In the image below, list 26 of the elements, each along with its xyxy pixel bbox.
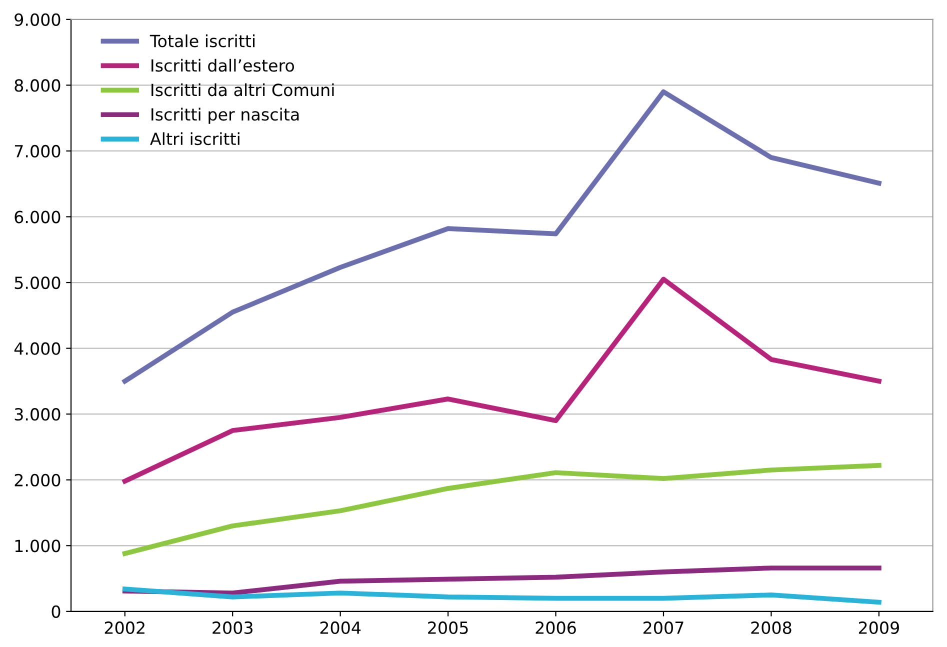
x-tick-label: 2008 — [751, 621, 792, 634]
y-tick-label: 9.000 — [14, 13, 60, 26]
x-tick-label: 2002 — [104, 621, 144, 634]
y-tick-label: 2.000 — [14, 474, 60, 486]
y-tick-label: 3.000 — [14, 408, 60, 421]
legend-label: Altri iscritti — [150, 132, 240, 146]
y-tick-label: 6.000 — [14, 210, 60, 224]
y-tick-label: 5.000 — [14, 276, 60, 290]
y-tick-label: 4.000 — [14, 342, 60, 355]
y-tick-label: 8.000 — [14, 79, 60, 92]
legend-label: Iscritti dall’estero — [152, 58, 294, 72]
legend-label: Totale iscritti — [150, 34, 254, 48]
x-tick-label: 2007 — [644, 621, 684, 634]
x-tick-label: 2003 — [212, 621, 252, 634]
legend-label: Iscritti per nascita — [152, 108, 299, 124]
x-tick-label: 2006 — [536, 621, 576, 634]
line-series — [122, 586, 882, 605]
y-tick-label: 1.000 — [15, 540, 60, 552]
y-tick-label: 0 — [52, 605, 60, 618]
x-tick-label: 2005 — [428, 621, 468, 634]
line-series — [122, 462, 882, 556]
y-tick-label: 7.000 — [14, 144, 60, 158]
x-tick-label: 2009 — [858, 621, 899, 634]
x-tick-label: 2004 — [320, 621, 361, 634]
legend-label: Iscritti da altri Comuni — [152, 83, 334, 96]
line-series — [122, 276, 882, 484]
